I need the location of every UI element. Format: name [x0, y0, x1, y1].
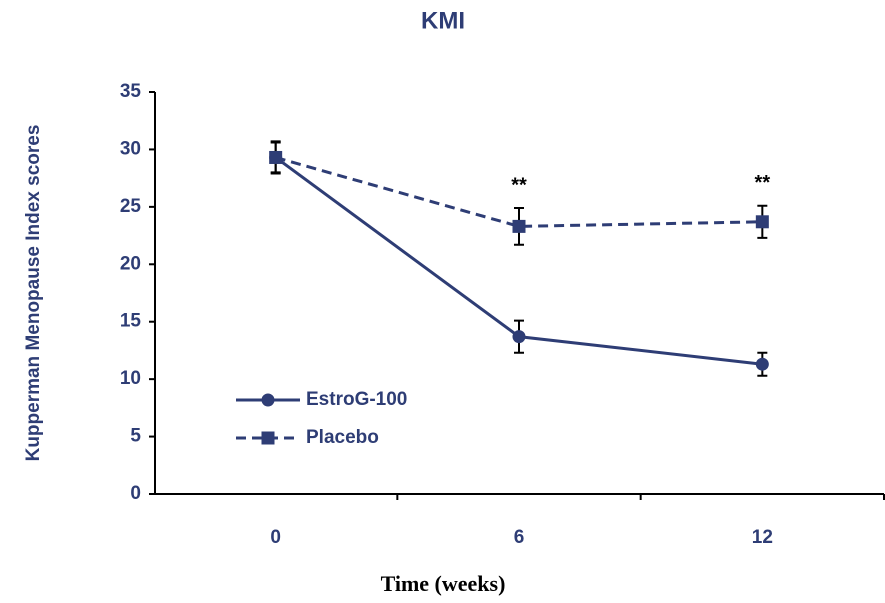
chart-title: KMI — [421, 7, 465, 34]
x-tick-label: 0 — [270, 527, 281, 548]
annotation: ** — [755, 172, 771, 194]
x-tick-label: 12 — [752, 527, 773, 548]
y-tick-label: 35 — [120, 81, 142, 102]
data-point — [512, 330, 526, 344]
y-tick-label: 20 — [120, 253, 141, 274]
data-point — [755, 215, 769, 229]
y-axis-title: Kupperman Menopause Index scores — [23, 125, 44, 462]
y-tick-label: 5 — [130, 426, 141, 447]
y-tick-label: 15 — [120, 311, 142, 332]
annotation: ** — [511, 174, 527, 196]
legend-label: Placebo — [306, 427, 379, 448]
legend-marker — [261, 393, 275, 407]
y-tick-label: 25 — [120, 196, 142, 217]
data-point — [269, 150, 283, 164]
y-tick-label: 30 — [120, 138, 141, 159]
y-tick-label: 0 — [130, 483, 141, 504]
x-tick-label: 6 — [514, 527, 525, 548]
data-point — [755, 357, 769, 371]
y-tick-label: 10 — [120, 368, 141, 389]
series-line — [275, 156, 763, 228]
x-axis-title: Time (weeks) — [381, 571, 506, 596]
legend-marker — [261, 431, 275, 445]
legend-label: EstroG-100 — [306, 389, 407, 410]
data-point — [512, 219, 526, 233]
